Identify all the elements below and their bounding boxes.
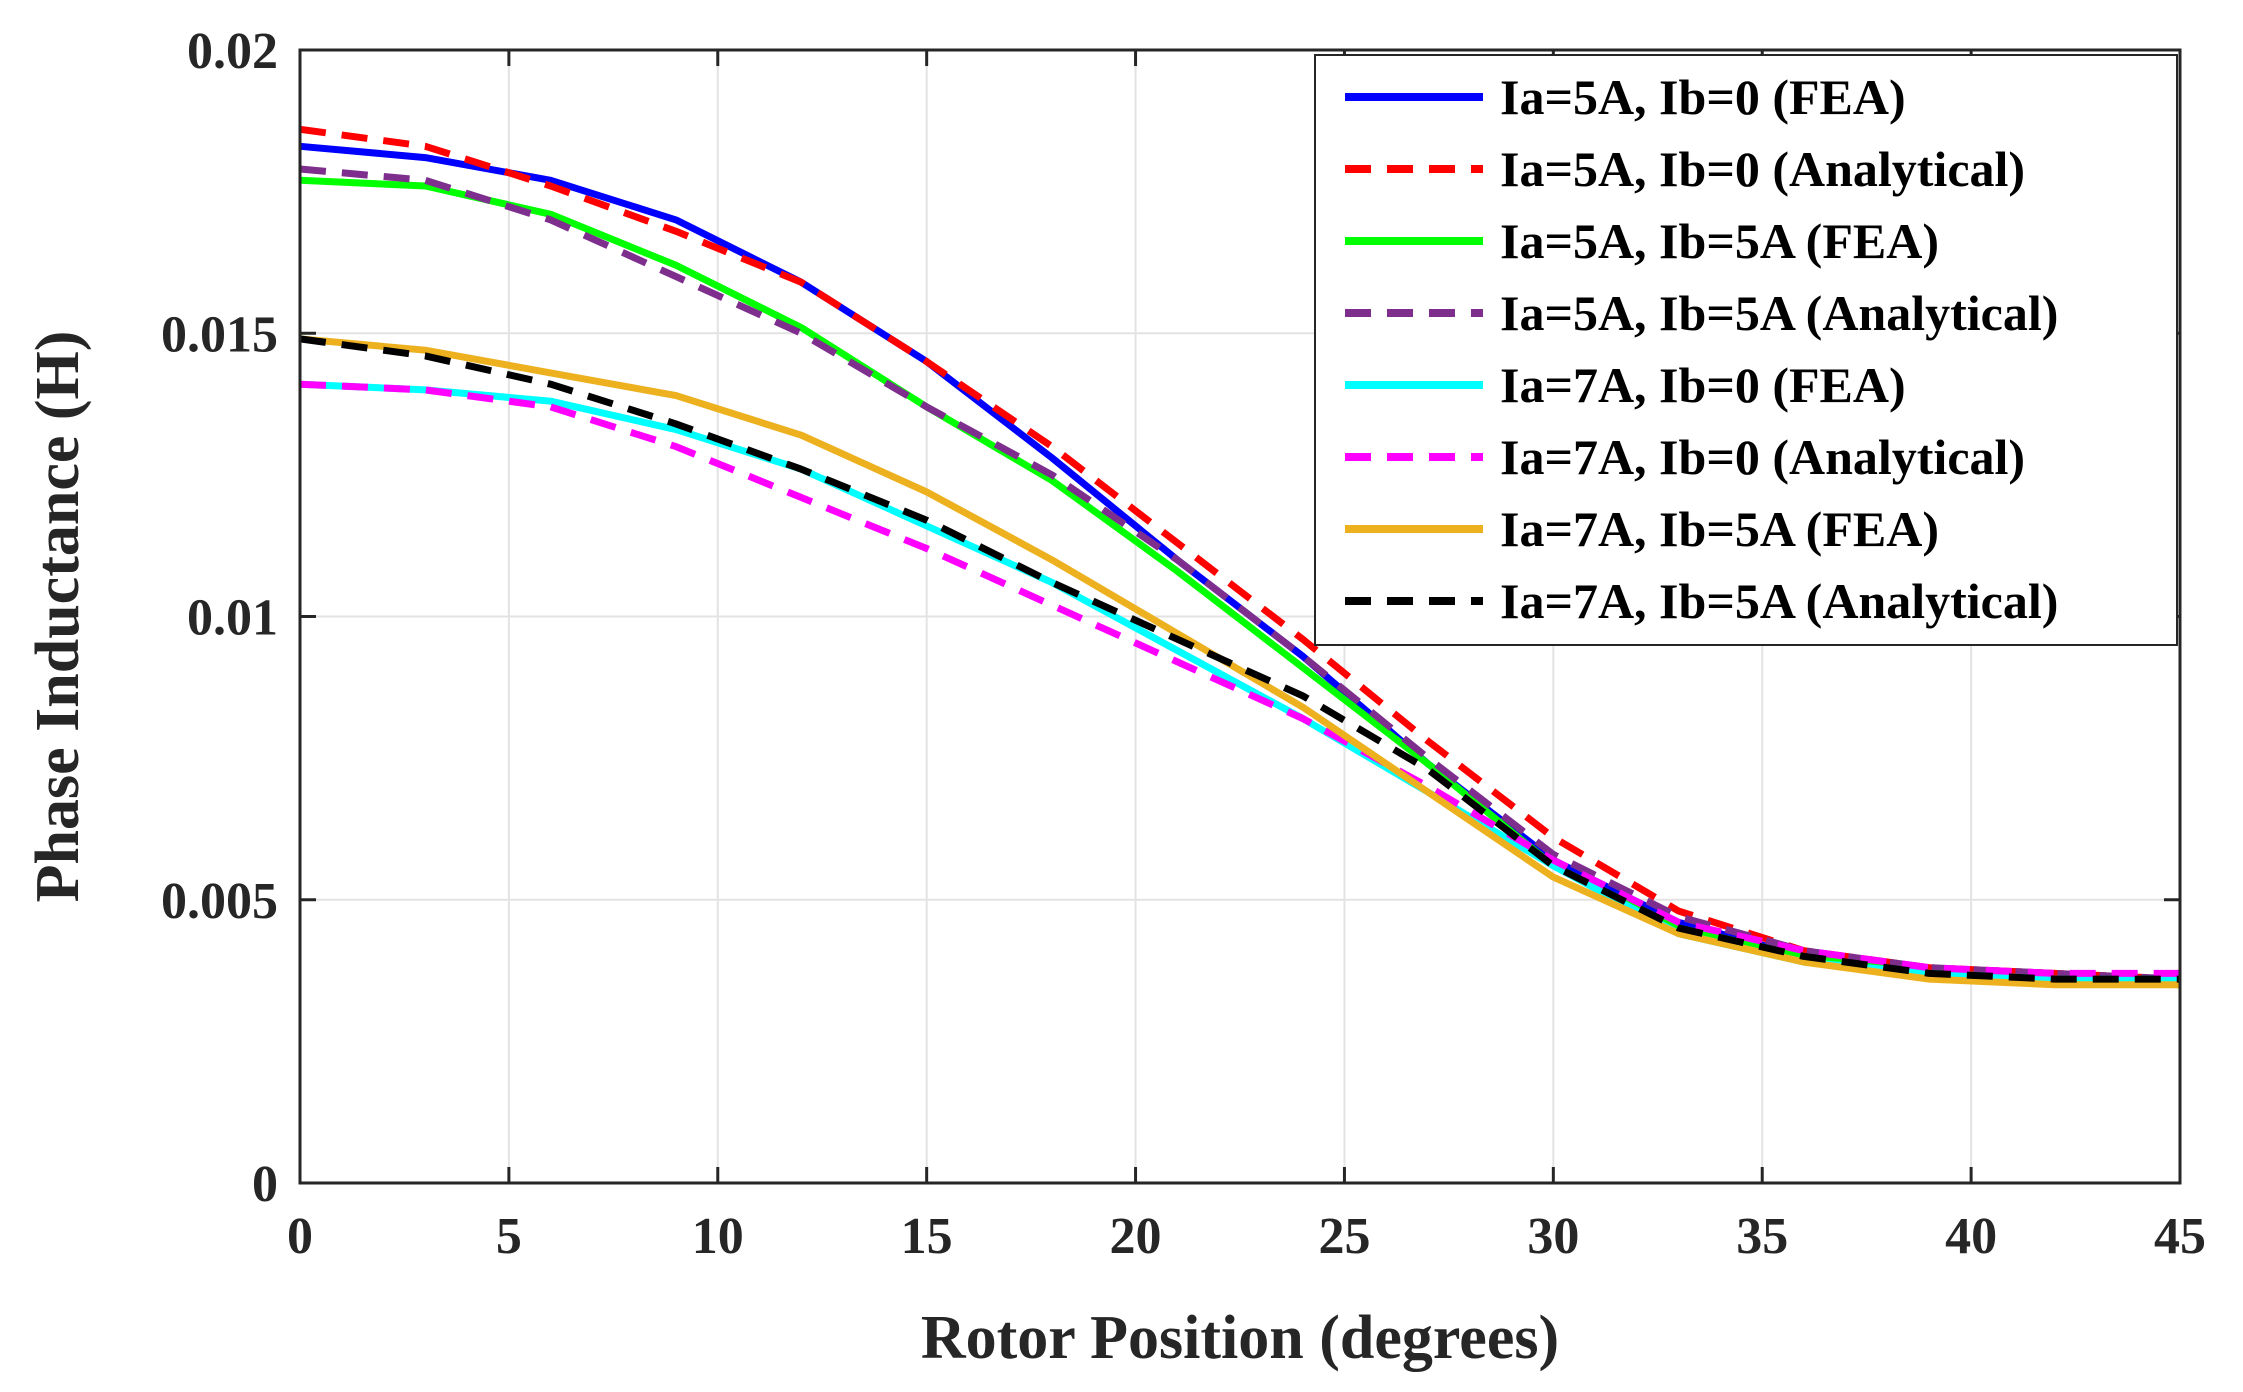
x-tick-label: 20 bbox=[1110, 1208, 1162, 1265]
y-tick-label: 0.015 bbox=[161, 306, 278, 363]
tick-labels: 0 5 10 15 20 25 30 35 40 45 0 0.005 0.01 0.015 0.02 bbox=[161, 23, 2206, 1265]
legend-label-4: Ia=5A, Ib=5A (Analytical) bbox=[1500, 285, 2058, 341]
x-tick-label: 15 bbox=[901, 1208, 953, 1265]
x-axis-title: Rotor Position (degrees) bbox=[921, 1304, 1559, 1372]
y-tick-label: 0.005 bbox=[161, 873, 278, 930]
y-axis-title: Phase Inductance (H) bbox=[24, 331, 92, 903]
series-line-8 bbox=[299, 335, 2180, 983]
x-tick-label: 45 bbox=[2154, 1208, 2206, 1265]
x-tick-label: 35 bbox=[1736, 1208, 1788, 1265]
legend-label-1: Ia=5A, Ib=0 (FEA) bbox=[1500, 69, 1906, 125]
y-tick-label: 0.01 bbox=[187, 590, 278, 647]
x-tick-label: 10 bbox=[692, 1208, 744, 1265]
legend-label-8: Ia=7A, Ib=5A (Analytical) bbox=[1500, 573, 2058, 629]
legend-label-7: Ia=7A, Ib=5A (FEA) bbox=[1500, 501, 1939, 557]
legend-box bbox=[1314, 54, 2178, 646]
legend: Ia=5A, Ib=0 (FEA) Ia=5A, Ib=0 (Analytical… bbox=[1314, 54, 2178, 646]
legend-label-2: Ia=5A, Ib=0 (Analytical) bbox=[1500, 141, 2025, 197]
y-tick-label: 0 bbox=[252, 1156, 278, 1213]
series-lines bbox=[299, 125, 2181, 989]
series-line-2 bbox=[299, 125, 2181, 983]
series-line-7 bbox=[299, 335, 2180, 989]
x-tick-label: 40 bbox=[1945, 1208, 1997, 1265]
legend-label-6: Ia=7A, Ib=0 (Analytical) bbox=[1500, 429, 2025, 485]
x-tick-label: 0 bbox=[287, 1208, 313, 1265]
x-tick-label: 5 bbox=[496, 1208, 522, 1265]
x-tick-label: 25 bbox=[1318, 1208, 1370, 1265]
y-tick-label: 0.02 bbox=[187, 23, 278, 80]
legend-label-3: Ia=5A, Ib=5A (FEA) bbox=[1500, 213, 1939, 269]
legend-label-5: Ia=7A, Ib=0 (FEA) bbox=[1500, 357, 1906, 413]
series-line-6 bbox=[299, 380, 2180, 977]
x-tick-label: 30 bbox=[1527, 1208, 1579, 1265]
